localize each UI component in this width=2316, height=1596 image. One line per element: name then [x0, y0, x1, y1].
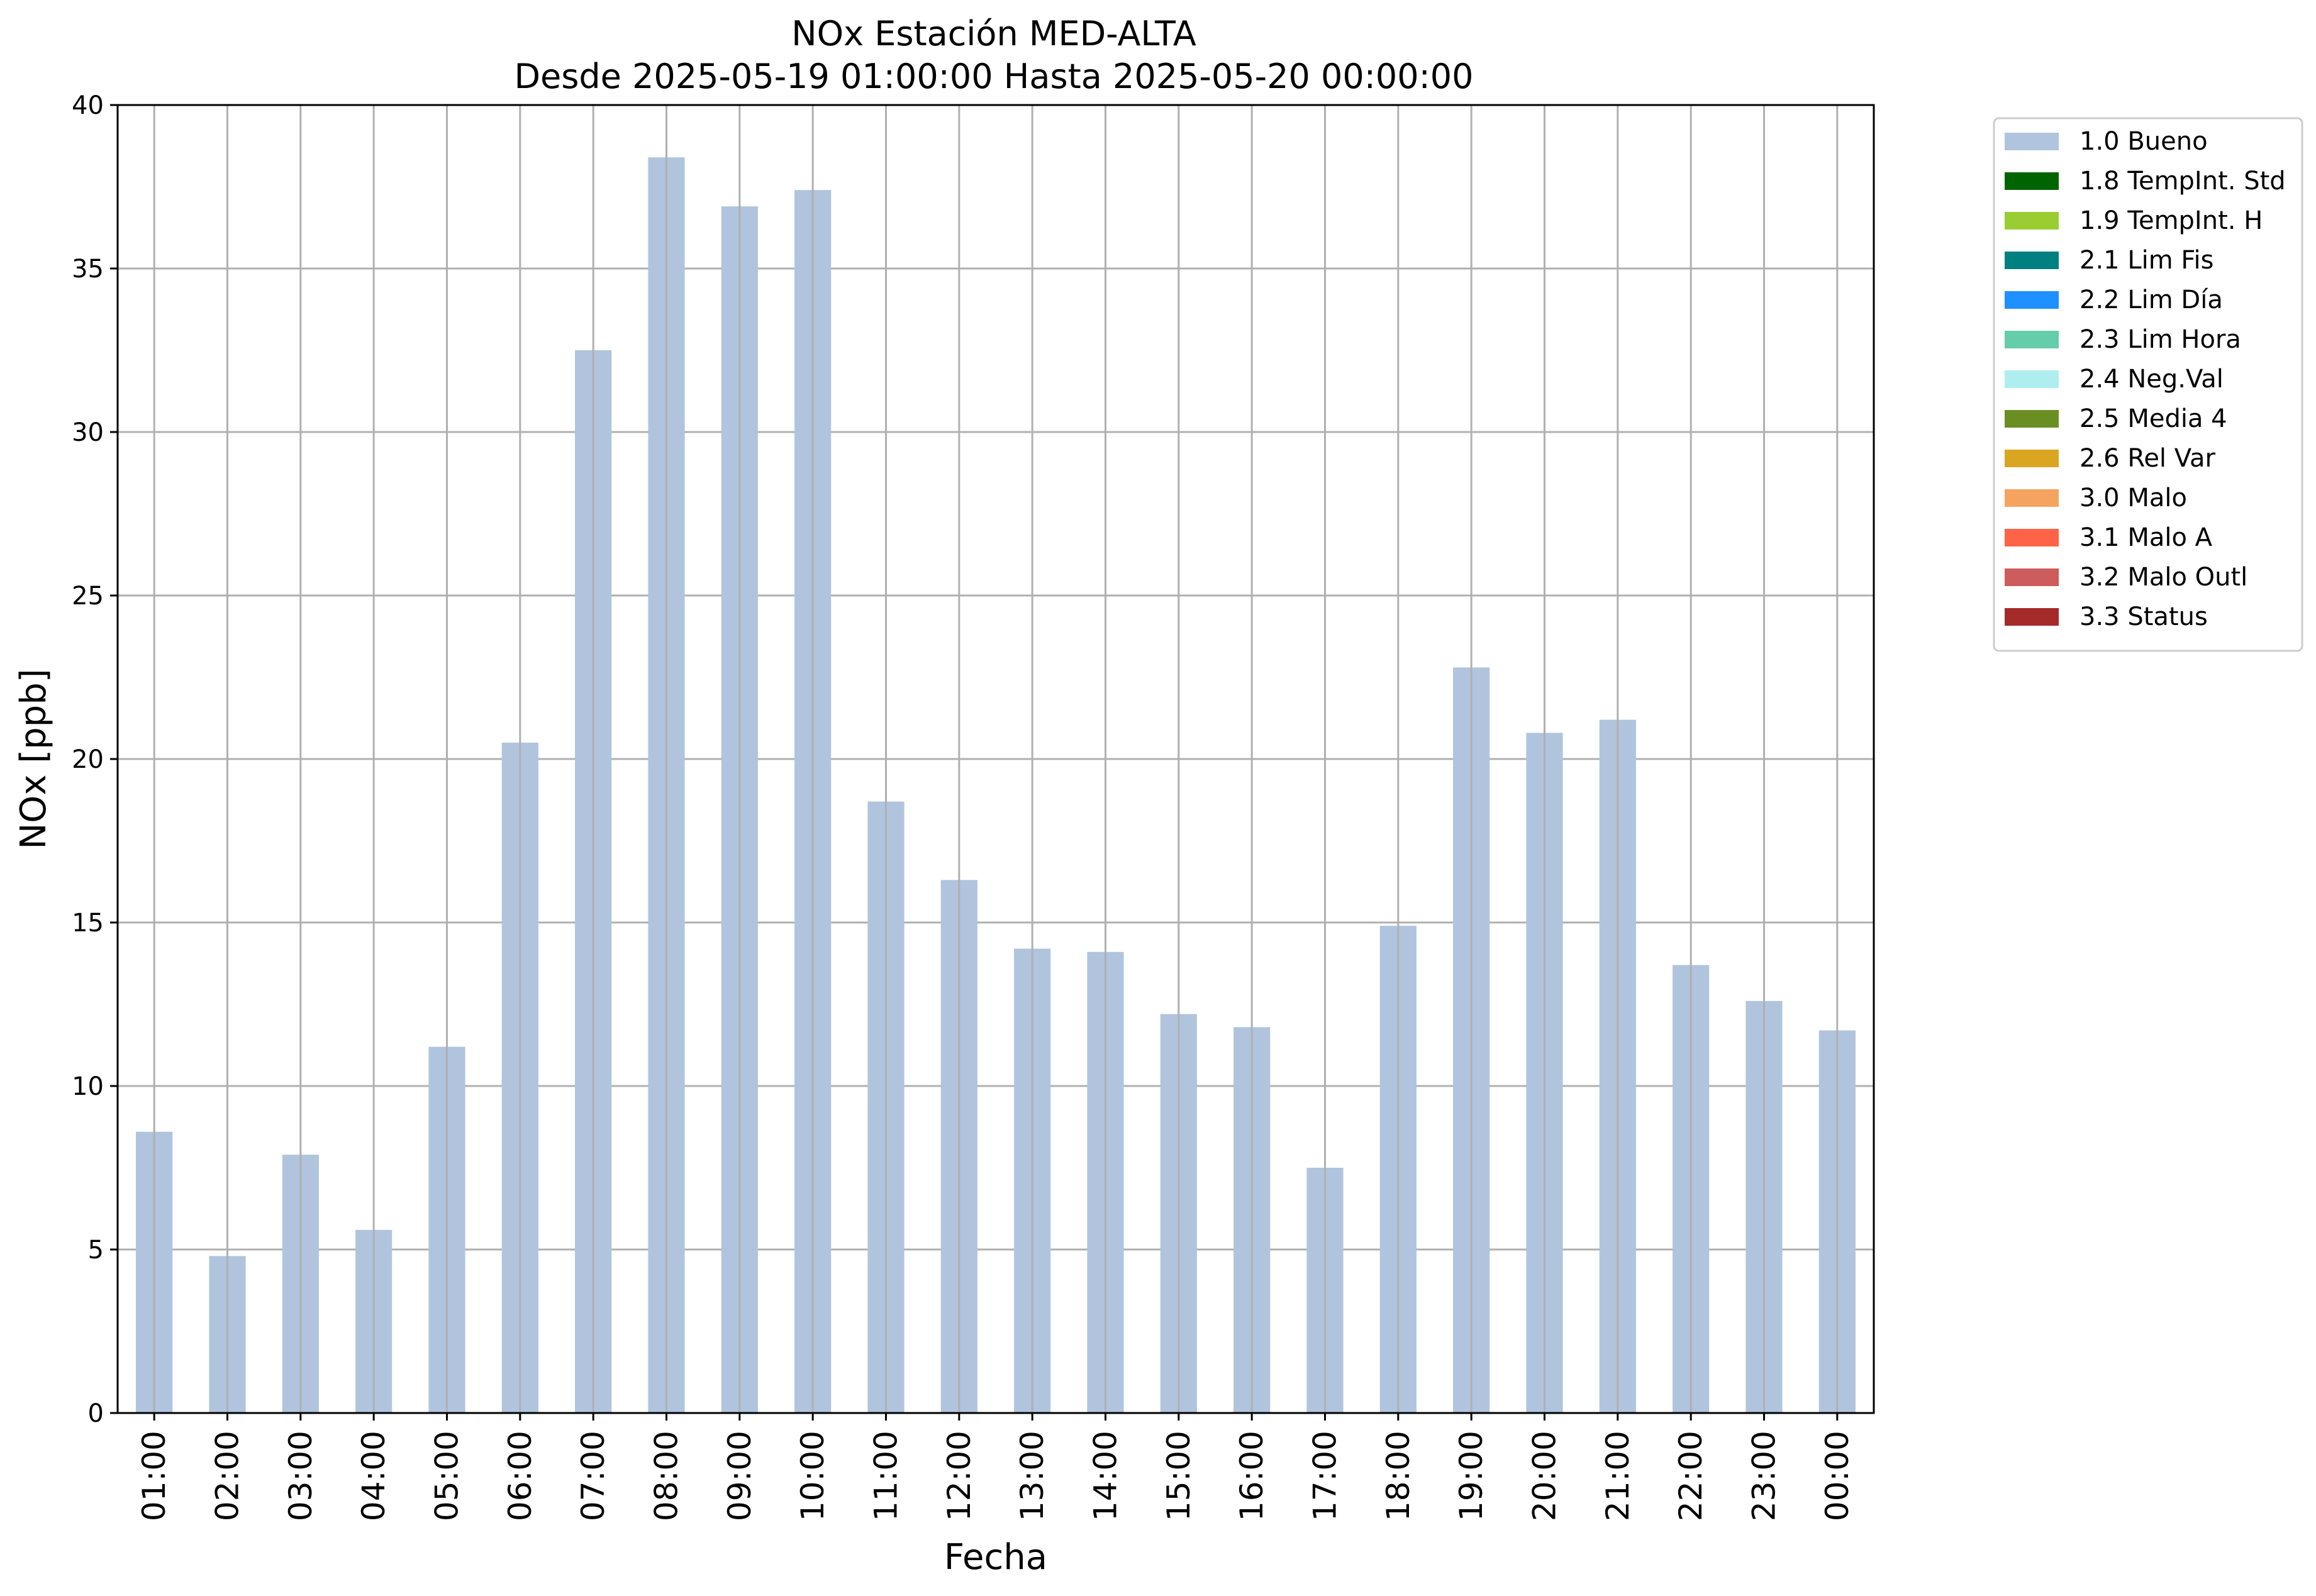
legend-swatch: [2005, 489, 2059, 507]
x-tick-label: 19:00: [1453, 1431, 1489, 1521]
legend-label: 2.5 Media 4: [2079, 404, 2227, 433]
legend-swatch: [2005, 291, 2059, 309]
x-axis-label: Fecha: [944, 1537, 1047, 1578]
x-tick-label: 22:00: [1673, 1431, 1709, 1521]
legend-label: 1.9 TempInt. H: [2079, 206, 2263, 235]
x-tick-label: 17:00: [1307, 1431, 1344, 1521]
legend-label: 2.2 Lim Día: [2079, 285, 2223, 314]
bars: [136, 157, 1856, 1414]
legend-swatch: [2005, 529, 2059, 546]
legend-swatch: [2005, 410, 2059, 428]
y-tick-label: 5: [88, 1236, 104, 1265]
legend: 1.0 Bueno 1.8 TempInt. Std 1.9 TempInt. H 2…: [1993, 117, 2303, 652]
chart-subtitle: Desde 2025-05-19 01:00:00 Hasta 2025-05-…: [514, 57, 1473, 96]
legend-label: 2.6 Rel Var: [2079, 444, 2216, 473]
legend-label: 2.3 Lim Hora: [2079, 325, 2241, 354]
chart-title: NOx Estación MED-ALTA: [791, 14, 1196, 53]
legend-swatch: [2005, 252, 2059, 269]
legend-swatch: [2005, 608, 2059, 626]
x-tick-label: 00:00: [1819, 1431, 1856, 1521]
x-tick-label: 06:00: [502, 1431, 538, 1521]
x-tick-label: 02:00: [209, 1431, 246, 1521]
legend-swatch: [2005, 133, 2059, 150]
x-axis: 01:00 02:00 03:00 04:00 05:00 06:00 07:00 08:00…: [136, 1413, 1856, 1521]
y-tick-label: 25: [72, 582, 104, 611]
x-tick-label: 10:00: [794, 1431, 831, 1521]
legend-label: 2.1 Lim Fis: [2079, 246, 2213, 275]
legend-label: 3.0 Malo: [2079, 484, 2187, 513]
legend-label: 1.8 TempInt. Std: [2079, 167, 2286, 196]
x-tick-label: 07:00: [575, 1431, 611, 1521]
y-tick-label: 10: [72, 1072, 104, 1101]
y-tick-label: 15: [72, 909, 104, 938]
legend-label: 2.4 Neg.Val: [2079, 365, 2224, 394]
legend-swatch: [2005, 172, 2059, 190]
y-tick-label: 30: [72, 418, 104, 447]
x-tick-label: 15:00: [1161, 1431, 1197, 1521]
y-axis-label: NOx [ppb]: [13, 668, 54, 849]
x-tick-label: 18:00: [1380, 1431, 1417, 1521]
legend-swatch: [2005, 212, 2059, 230]
legend-swatch: [2005, 568, 2059, 586]
x-tick-label: 12:00: [941, 1431, 977, 1521]
x-tick-label: 01:00: [136, 1431, 172, 1521]
legend-label: 3.2 Malo Outl: [2079, 563, 2247, 592]
legend-swatch: [2005, 331, 2059, 348]
vertical-grid: [153, 105, 1839, 1413]
x-tick-label: 14:00: [1088, 1431, 1124, 1521]
x-tick-label: 11:00: [868, 1431, 905, 1521]
legend-frame: [1993, 117, 2303, 652]
x-tick-label: 09:00: [721, 1431, 758, 1521]
legend-label: 3.3 Status: [2079, 602, 2208, 631]
y-tick-label: 40: [72, 91, 104, 120]
y-axis: 0 5 10 15 20 25 30 35 40: [72, 91, 118, 1428]
x-tick-label: 08:00: [649, 1431, 685, 1521]
x-tick-label: 03:00: [282, 1431, 319, 1521]
x-tick-label: 05:00: [429, 1431, 465, 1521]
legend-label: 1.0 Bueno: [2079, 127, 2208, 156]
x-tick-label: 13:00: [1014, 1431, 1050, 1521]
legend-swatch: [2005, 370, 2059, 388]
x-tick-label: 16:00: [1233, 1431, 1270, 1521]
x-tick-label: 04:00: [355, 1431, 392, 1521]
x-tick-label: 20:00: [1527, 1431, 1563, 1521]
y-tick-label: 20: [72, 745, 104, 774]
x-tick-label: 21:00: [1600, 1431, 1636, 1521]
y-tick-label: 0: [88, 1399, 104, 1428]
x-tick-label: 23:00: [1746, 1431, 1783, 1521]
y-tick-label: 35: [72, 255, 104, 284]
legend-swatch: [2005, 450, 2059, 467]
legend-label: 3.1 Malo A: [2079, 523, 2213, 552]
